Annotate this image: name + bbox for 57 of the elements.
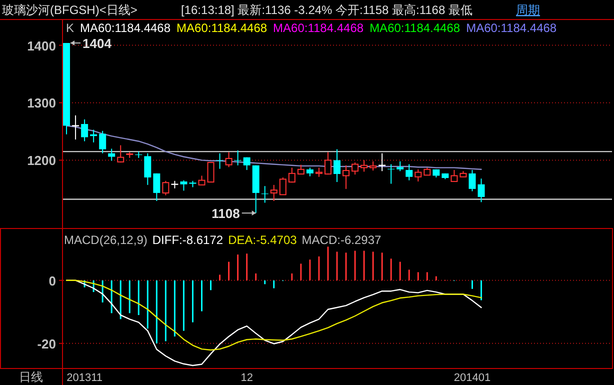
candlestick [198, 175, 206, 186]
legend-title: MACD(26,12,9) [64, 233, 148, 247]
candlestick [225, 152, 232, 168]
x-tick-label: 201401 [454, 372, 491, 384]
candlestick [153, 172, 160, 202]
candlestick [396, 160, 404, 172]
candlestick [406, 164, 413, 181]
candlestick [180, 180, 188, 192]
text: 周期 [516, 3, 540, 17]
candlestick [81, 118, 88, 142]
y-tick-label: 1400 [27, 38, 56, 54]
candlestick [71, 114, 80, 140]
candlestick [342, 164, 350, 190]
y-tick-label: -20 [37, 336, 56, 352]
candlestick [270, 184, 278, 202]
candlestick [288, 167, 296, 184]
candlestick [117, 144, 124, 163]
annotation: MA60:1184.4468 [370, 21, 460, 35]
chart-subtitle: [16:13:18] 最新:1136 -3.24% 今开:1158 最高:1168 最低 [181, 3, 472, 17]
candlestick [99, 130, 106, 154]
candlestick [352, 162, 359, 176]
text: DIFF:-8.6172 [152, 233, 224, 247]
x-axis-title: 日线 [19, 370, 43, 384]
candlestick [468, 169, 476, 192]
series-label: MACD:-6.2937 [302, 233, 382, 247]
candlestick [450, 169, 458, 182]
candlestick [414, 168, 422, 182]
candlestick [360, 160, 368, 172]
x-tick-label: 201311 [66, 372, 102, 384]
candlestick [370, 160, 377, 172]
y-tick-label: 1300 [27, 96, 56, 111]
annotation: MA60:1184.4468 [176, 21, 268, 35]
candlestick [297, 164, 304, 174]
candlestick [162, 180, 170, 196]
text: DEA:-5.4703 [228, 233, 298, 247]
annotation: 1404 [82, 36, 112, 51]
y-tick-label: 1200 [27, 153, 56, 168]
candlestick [207, 162, 214, 183]
x-tick-label: 12 [240, 372, 253, 384]
annotation: MA60:1184.4468 [273, 21, 364, 35]
candlestick [108, 148, 116, 162]
candlestick [315, 167, 322, 178]
y-tick-label: 0 [48, 273, 56, 288]
candlestick [216, 152, 224, 170]
candlestick [243, 156, 250, 170]
candlestick [324, 152, 332, 176]
annotation: MA60:1184.4468 [466, 21, 557, 35]
line-series [66, 280, 482, 351]
candlestick [144, 152, 152, 186]
candlestick [334, 148, 340, 183]
candlestick [279, 176, 286, 196]
chart-title: 玻璃沙河(BFGSH)<日线> [2, 3, 138, 17]
annotation: 1108 [212, 206, 240, 222]
candlestick [234, 150, 242, 166]
annotation: MA60:1184.4468 [80, 21, 171, 35]
candlestick [478, 178, 485, 203]
annotation: K [66, 21, 74, 35]
